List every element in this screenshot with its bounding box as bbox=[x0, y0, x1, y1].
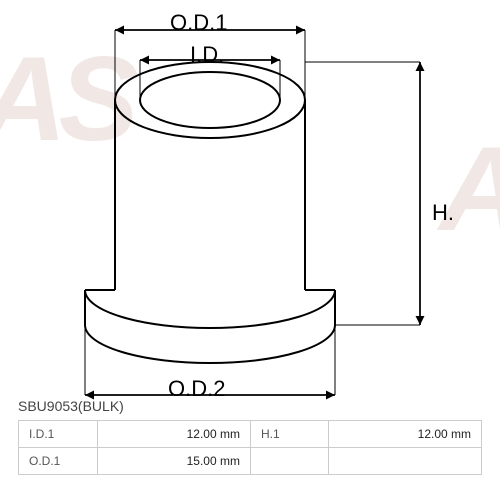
spec-key: O.D.1 bbox=[19, 448, 98, 475]
spec-value: 12.00 mm bbox=[328, 421, 481, 448]
label-h: H. bbox=[432, 200, 454, 226]
label-od2: O.D.2 bbox=[168, 376, 225, 402]
spec-key: H.1 bbox=[250, 421, 328, 448]
spec-key bbox=[250, 448, 328, 475]
label-id: I.D. bbox=[190, 42, 224, 68]
label-od1: O.D.1 bbox=[170, 10, 227, 36]
bushing-diagram bbox=[0, 0, 500, 420]
spec-value bbox=[328, 448, 481, 475]
table-row: O.D.1 15.00 mm bbox=[19, 448, 482, 475]
spec-value: 15.00 mm bbox=[97, 448, 250, 475]
diagram-area: O.D.1 I.D. O.D.2 H. bbox=[0, 0, 500, 420]
spec-value: 12.00 mm bbox=[97, 421, 250, 448]
table-row: I.D.1 12.00 mm H.1 12.00 mm bbox=[19, 421, 482, 448]
specs-table: I.D.1 12.00 mm H.1 12.00 mm O.D.1 15.00 … bbox=[18, 420, 482, 475]
spec-key: I.D.1 bbox=[19, 421, 98, 448]
